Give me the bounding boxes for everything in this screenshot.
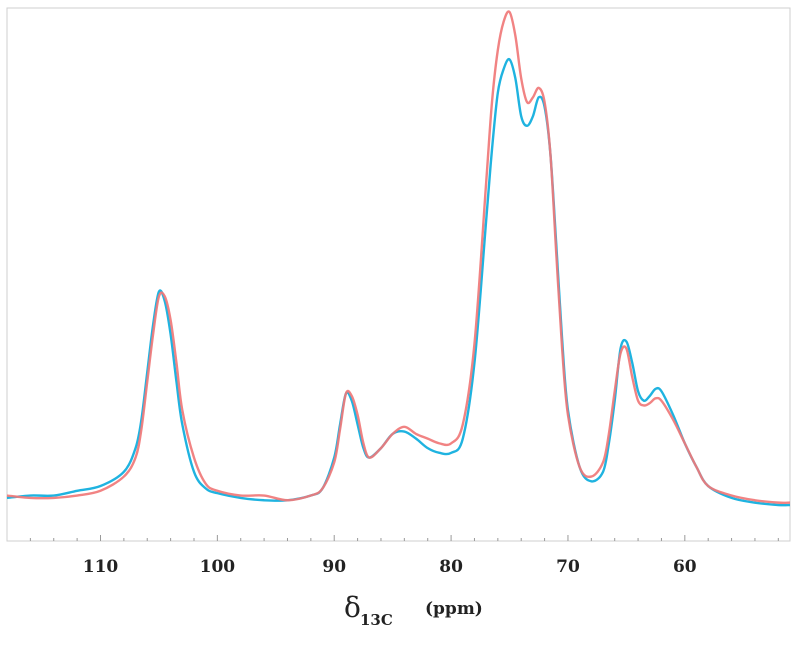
x-tick-label: 110	[83, 557, 119, 577]
series-line-2	[6, 10, 791, 505]
x-axis-label-unit: (ppm)	[425, 599, 483, 619]
x-tick-label: 90	[322, 557, 346, 577]
x-axis-ticks: 110 100 90 80 70 60	[29, 535, 779, 577]
x-tick-label: 100	[200, 557, 236, 577]
x-tick-label: 80	[439, 557, 463, 577]
x-tick-label: 70	[556, 557, 580, 577]
x-axis-label-subscript: 13C	[360, 611, 393, 629]
x-tick-label: 60	[673, 557, 697, 577]
plot-frame	[6, 7, 791, 542]
x-axis-label-symbol: δ	[344, 591, 361, 624]
series-line-1	[6, 57, 791, 507]
series-layer	[6, 10, 791, 507]
x-axis-label: δ 13C (ppm)	[344, 591, 483, 629]
